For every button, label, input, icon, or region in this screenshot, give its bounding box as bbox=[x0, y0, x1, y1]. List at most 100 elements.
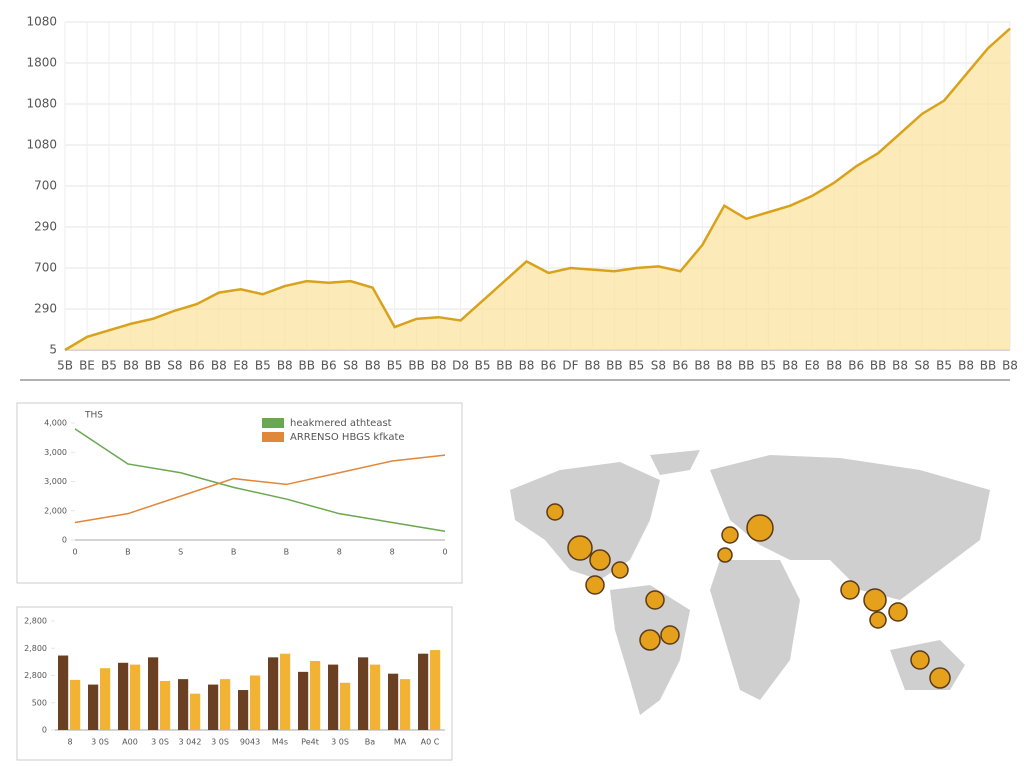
y-tick-label: 0 bbox=[42, 726, 47, 735]
y-tick-label: 2,800 bbox=[24, 671, 47, 680]
x-tick-label: 9043 bbox=[240, 738, 260, 747]
bar bbox=[88, 684, 99, 730]
x-tick-label: 0 bbox=[442, 548, 447, 557]
x-tick-label: B bbox=[231, 548, 237, 557]
bar bbox=[100, 668, 111, 730]
x-tick-label: B8 bbox=[716, 359, 732, 373]
x-tick-label: 3 0S bbox=[211, 738, 229, 747]
y-tick-label: 1080 bbox=[26, 138, 57, 152]
x-tick-label: B6 bbox=[189, 359, 205, 373]
x-tick-label: B6 bbox=[672, 359, 688, 373]
x-tick-label: 8 bbox=[390, 548, 395, 557]
bar bbox=[280, 653, 291, 730]
chart: 0 500 2,800 2,800 2,800 8 3 0S A00 3 0S 3 042 3 0S… bbox=[24, 617, 445, 747]
legend-swatch bbox=[262, 432, 284, 442]
x-tick-label: E8 bbox=[805, 359, 820, 373]
y-tick-label: 3,000 bbox=[44, 477, 67, 486]
x-tick-label: B8 bbox=[782, 359, 798, 373]
x-tick-label: BB bbox=[980, 359, 996, 373]
x-tick-label: B8 bbox=[892, 359, 908, 373]
x-tick-label: B8 bbox=[277, 359, 293, 373]
x-tick-label: BB bbox=[408, 359, 424, 373]
x-tick-label: 3 0S bbox=[91, 738, 109, 747]
bar bbox=[130, 664, 141, 730]
x-tick-label: B5 bbox=[760, 359, 776, 373]
legend-label: heakmered athteast bbox=[290, 418, 392, 429]
area bbox=[65, 28, 1010, 351]
y-tick-label: 1800 bbox=[26, 56, 57, 70]
x-tick-label: BB bbox=[870, 359, 886, 373]
y-tick-label: 2,000 bbox=[44, 506, 67, 515]
x-tick-label: S8 bbox=[167, 359, 182, 373]
x-tick-label: S8 bbox=[914, 359, 929, 373]
bar bbox=[418, 653, 429, 730]
x-tick-label: S bbox=[178, 548, 183, 557]
y-tick-label: 290 bbox=[34, 220, 57, 234]
bar bbox=[430, 650, 441, 730]
y-tick-label: 3,000 bbox=[44, 448, 67, 457]
chart: 0 2,000 3,000 3,000 4,000 THS 0 B S B B 8 8 0 heakmere… bbox=[44, 411, 447, 557]
bar bbox=[220, 679, 231, 730]
bar bbox=[58, 655, 69, 730]
y-tick-label: 2,800 bbox=[24, 644, 47, 653]
y-tick-label: 0 bbox=[62, 536, 67, 545]
x-tick-label: B6 bbox=[848, 359, 864, 373]
bar bbox=[328, 664, 339, 730]
y-tick-label: 4,000 bbox=[44, 419, 67, 428]
x-tick-label: BB bbox=[299, 359, 315, 373]
bar bbox=[298, 671, 309, 730]
x-tick-label: Ba bbox=[365, 738, 375, 747]
bar bbox=[370, 664, 381, 730]
x-tick-label: E8 bbox=[233, 359, 248, 373]
x-tick-label: 8 bbox=[67, 738, 72, 747]
x-tick-label: B5 bbox=[255, 359, 271, 373]
line bbox=[64, 27, 1011, 352]
x-tick-label: B8 bbox=[826, 359, 842, 373]
chart: 5 290 700 290 700 1080 1080 1800 1080 5B BE B5 B8 BB S… bbox=[26, 15, 1017, 373]
y-tick-label: 500 bbox=[32, 698, 47, 707]
x-tick-label: B bbox=[125, 548, 131, 557]
panel bbox=[16, 606, 453, 761]
bar bbox=[340, 682, 351, 730]
x-tick-label: BE bbox=[79, 359, 95, 373]
x-tick-label: B6 bbox=[541, 359, 557, 373]
bar bbox=[310, 660, 321, 730]
x-tick-label: S8 bbox=[343, 359, 358, 373]
y-tick-label: 290 bbox=[34, 302, 57, 316]
x-tick-label: BB bbox=[606, 359, 622, 373]
y-tick-label: 700 bbox=[34, 179, 57, 193]
x-tick-label: B5 bbox=[387, 359, 403, 373]
bar bbox=[358, 657, 369, 730]
bar bbox=[400, 679, 411, 730]
x-tick-label: B8 bbox=[694, 359, 710, 373]
legend-swatch bbox=[262, 418, 284, 428]
x-tick-label: S8 bbox=[651, 359, 666, 373]
y-tick-label: 1080 bbox=[26, 15, 57, 29]
bar bbox=[190, 693, 201, 730]
x-tick-label: B5 bbox=[628, 359, 644, 373]
x-tick-label: 5B bbox=[57, 359, 73, 373]
panel bbox=[16, 402, 463, 584]
x-tick-label: M4s bbox=[272, 738, 288, 747]
world-map bbox=[510, 450, 990, 715]
x-tick-label: B8 bbox=[431, 359, 447, 373]
line bbox=[74, 428, 446, 532]
bar bbox=[208, 684, 219, 730]
bar bbox=[250, 675, 261, 730]
x-tick-label: BB bbox=[145, 359, 161, 373]
x-tick-label: B8 bbox=[585, 359, 601, 373]
x-tick-label: 0 bbox=[72, 548, 77, 557]
x-tick-label: 8 bbox=[337, 548, 342, 557]
y-tick-label: 1080 bbox=[26, 97, 57, 111]
bar bbox=[70, 679, 81, 730]
bar bbox=[238, 690, 249, 730]
x-tick-label: BB bbox=[496, 359, 512, 373]
x-tick-label: Pe4t bbox=[301, 738, 319, 747]
legend-label: ARRENSO HBGS kfkate bbox=[290, 432, 405, 443]
bar bbox=[268, 657, 279, 730]
x-tick-label: MA bbox=[394, 738, 407, 747]
x-tick-label: B8 bbox=[365, 359, 381, 373]
bar bbox=[388, 673, 399, 730]
